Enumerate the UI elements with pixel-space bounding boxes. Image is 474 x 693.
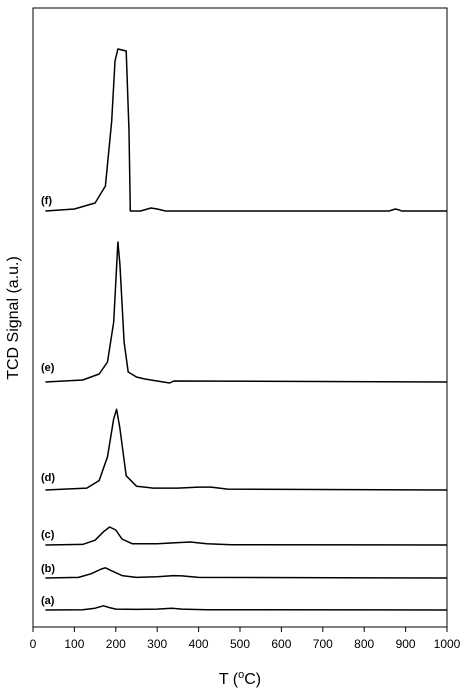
x-tick-label: 400 bbox=[189, 637, 209, 651]
series-label: (a) bbox=[41, 595, 55, 607]
series-line bbox=[45, 605, 448, 611]
x-tick-label: 1000 bbox=[434, 637, 461, 651]
series-line bbox=[45, 241, 448, 384]
plot-frame bbox=[32, 7, 448, 628]
series-line bbox=[45, 526, 448, 546]
x-tick-label: 500 bbox=[230, 637, 250, 651]
series-line bbox=[45, 567, 448, 579]
series-line bbox=[45, 408, 448, 491]
series-label: (e) bbox=[41, 362, 55, 374]
x-tick-label: 800 bbox=[354, 637, 374, 651]
x-tick-label: 0 bbox=[30, 637, 37, 651]
series-label: (b) bbox=[41, 563, 55, 575]
y-axis-title: TCD Signal (a.u.) bbox=[5, 256, 22, 380]
x-tick-label: 900 bbox=[396, 637, 416, 651]
x-tick-label: 300 bbox=[147, 637, 167, 651]
series-label: (f) bbox=[41, 195, 52, 207]
curves: (a) (b) (c) (d) (e) (f) bbox=[41, 48, 448, 611]
series-label: (d) bbox=[41, 472, 55, 484]
x-tick-label: 600 bbox=[271, 637, 291, 651]
x-tick-label: 100 bbox=[64, 637, 84, 651]
x-axis-title: T (oC) bbox=[219, 669, 261, 688]
x-tick-label: 200 bbox=[106, 637, 126, 651]
series-line bbox=[45, 48, 447, 212]
x-axis-ticks: 0 100 200 300 400 500 600 700 800 900 1000 bbox=[30, 627, 461, 651]
x-tick-label: 700 bbox=[313, 637, 333, 651]
series-label: (c) bbox=[41, 529, 55, 541]
